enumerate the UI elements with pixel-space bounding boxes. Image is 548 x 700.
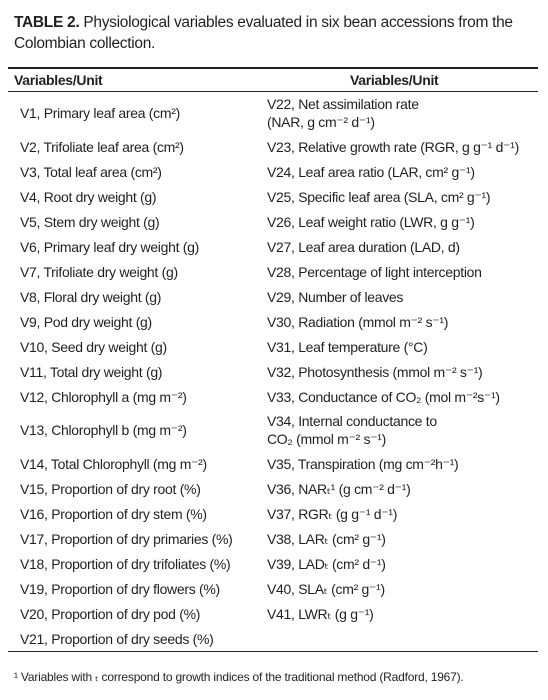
table-caption: TABLE 2. Physiological variables evaluat… xyxy=(14,12,534,54)
table-cell: V34, Internal conductance to CO₂ (mmol m… xyxy=(267,413,437,447)
table-row: V16, Proportion of dry stem (%) V37, RGRₜ… xyxy=(8,501,538,526)
header-row: Variables/Unit Variables/Unit xyxy=(8,68,538,92)
table-cell: V16, Proportion of dry stem (%) xyxy=(20,505,207,522)
table-cell: V6, Primary leaf dry weight (g) xyxy=(20,238,199,255)
table-cell xyxy=(265,626,538,652)
table-cell: V28, Percentage of light interception xyxy=(267,263,482,280)
table-cell: V29, Number of leaves xyxy=(267,288,404,305)
table-row: V2, Trifoliate leaf area (cm²) V23, Relat… xyxy=(8,134,538,159)
table-cell: V7, Trifoliate dry weight (g) xyxy=(20,263,178,280)
table-cell: V27, Leaf area duration (LAD, d) xyxy=(267,238,460,255)
table-cell: V31, Leaf temperature (°C) xyxy=(267,338,428,355)
caption-label: TABLE 2. xyxy=(14,14,80,31)
table-cell: V11, Total dry weight (g) xyxy=(20,363,163,380)
table-row: V6, Primary leaf dry weight (g) V27, Leaf… xyxy=(8,234,538,259)
table-row: V15, Proportion of dry root (%) V36, NARₜ… xyxy=(8,476,538,501)
table-cell: V19, Proportion of dry flowers (%) xyxy=(20,580,220,597)
table-cell: V12, Chlorophyll a (mg m⁻²) xyxy=(20,388,187,405)
table-cell: V4, Root dry weight (g) xyxy=(20,188,157,205)
table-row: V3, Total leaf area (cm²) V24, Leaf area … xyxy=(8,159,538,184)
column-header: Variables/Unit xyxy=(14,72,103,88)
table-cell: V39, LADₜ (cm² d⁻¹) xyxy=(267,555,386,572)
table-cell: V41, LWRₜ (g g⁻¹) xyxy=(267,605,374,622)
table-row: V12, Chlorophyll a (mg m⁻²) V33, Conducta… xyxy=(8,384,538,409)
table-cell: V24, Leaf area ratio (LAR, cm² g⁻¹) xyxy=(267,163,475,180)
table-row: V18, Proportion of dry trifoliates (%) V3… xyxy=(8,551,538,576)
table-cell: V9, Pod dry weight (g) xyxy=(20,313,152,330)
table-row: V5, Stem dry weight (g) V26, Leaf weight … xyxy=(8,209,538,234)
table-row: V21, Proportion of dry seeds (%) xyxy=(8,626,538,652)
table-row: V1, Primary leaf area (cm²) V22, Net assi… xyxy=(8,92,538,135)
table-cell: V37, RGRₜ (g g⁻¹ d⁻¹) xyxy=(267,505,398,522)
table-cell: V22, Net assimilation rate (NAR, g cm⁻² … xyxy=(267,96,419,130)
table-cell: V33, Conductance of CO₂ (mol m⁻²s⁻¹) xyxy=(267,388,500,405)
variables-table: Variables/Unit Variables/Unit V1, Primar… xyxy=(8,67,538,652)
table-row: V19, Proportion of dry flowers (%) V40, S… xyxy=(8,576,538,601)
table-row: V20, Proportion of dry pod (%) V41, LWRₜ … xyxy=(8,601,538,626)
table-row: V14, Total Chlorophyll (mg m⁻²) V35, Tran… xyxy=(8,451,538,476)
caption-text: Physiological variables evaluated in six… xyxy=(14,14,513,52)
table-cell: V32, Photosynthesis (mmol m⁻² s⁻¹) xyxy=(267,363,483,380)
table-cell: V36, NARₜ¹ (g cm⁻² d⁻¹) xyxy=(267,480,411,497)
table-cell: V18, Proportion of dry trifoliates (%) xyxy=(20,555,231,572)
table-body: V1, Primary leaf area (cm²) V22, Net assi… xyxy=(8,92,538,652)
table-cell: V3, Total leaf area (cm²) xyxy=(20,163,162,180)
table-cell: V23, Relative growth rate (RGR, g g⁻¹ d⁻… xyxy=(267,138,519,155)
table-row: V7, Trifoliate dry weight (g) V28, Percen… xyxy=(8,259,538,284)
table-row: V11, Total dry weight (g) V32, Photosynth… xyxy=(8,359,538,384)
table-cell: V2, Trifoliate leaf area (cm²) xyxy=(20,138,184,155)
table-cell: V5, Stem dry weight (g) xyxy=(20,213,160,230)
table-cell: V26, Leaf weight ratio (LWR, g g⁻¹) xyxy=(267,213,475,230)
table-cell: V25, Specific leaf area (SLA, cm² g⁻¹) xyxy=(267,188,491,205)
column-header: Variables/Unit xyxy=(350,72,439,88)
table-cell: V14, Total Chlorophyll (mg m⁻²) xyxy=(20,455,207,472)
table-cell: V10, Seed dry weight (g) xyxy=(20,338,167,355)
table-row: V17, Proportion of dry primaries (%) V38,… xyxy=(8,526,538,551)
table-cell: V1, Primary leaf area (cm²) xyxy=(20,105,180,121)
table-row: V4, Root dry weight (g) V25, Specific lea… xyxy=(8,184,538,209)
table-cell: V20, Proportion of dry pod (%) xyxy=(20,605,201,622)
table-cell: V38, LARₜ (cm² g⁻¹) xyxy=(267,530,386,547)
table-row: V13, Chlorophyll b (mg m⁻²) V34, Internal… xyxy=(8,409,538,451)
table-cell: V13, Chlorophyll b (mg m⁻²) xyxy=(20,422,187,438)
table-row: V8, Floral dry weight (g) V29, Number of … xyxy=(8,284,538,309)
table-cell: V35, Transpiration (mg cm⁻²h⁻¹) xyxy=(267,455,459,472)
table-cell: V30, Radiation (mmol m⁻² s⁻¹) xyxy=(267,313,449,330)
table-head: Variables/Unit Variables/Unit xyxy=(8,68,538,92)
table-row: V9, Pod dry weight (g) V30, Radiation (mm… xyxy=(8,309,538,334)
table-cell: V15, Proportion of dry root (%) xyxy=(20,480,201,497)
table-cell: V21, Proportion of dry seeds (%) xyxy=(20,630,214,647)
table-cell: V17, Proportion of dry primaries (%) xyxy=(20,530,233,547)
footnote: ¹ Variables with ₜ correspond to growth … xyxy=(14,670,464,684)
table-row: V10, Seed dry weight (g) V31, Leaf temper… xyxy=(8,334,538,359)
table-cell: V8, Floral dry weight (g) xyxy=(20,288,162,305)
table-cell: V40, SLAₜ (cm² g⁻¹) xyxy=(267,580,385,597)
